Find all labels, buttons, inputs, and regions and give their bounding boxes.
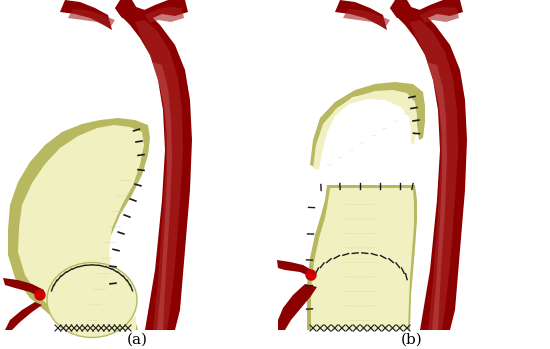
Polygon shape (68, 9, 115, 28)
Polygon shape (420, 7, 459, 23)
Polygon shape (3, 278, 44, 298)
Polygon shape (313, 90, 417, 170)
Polygon shape (115, 0, 138, 18)
Polygon shape (410, 20, 458, 330)
Polygon shape (145, 7, 184, 23)
Polygon shape (335, 0, 387, 30)
Ellipse shape (47, 262, 137, 337)
Polygon shape (307, 185, 417, 330)
Polygon shape (50, 160, 132, 330)
Polygon shape (390, 0, 413, 18)
Polygon shape (140, 0, 188, 20)
Polygon shape (343, 9, 390, 28)
Polygon shape (152, 62, 172, 330)
Polygon shape (5, 302, 42, 330)
Polygon shape (390, 5, 467, 330)
Text: (a): (a) (126, 333, 147, 347)
Polygon shape (277, 260, 315, 278)
Polygon shape (311, 188, 414, 330)
Polygon shape (60, 0, 112, 30)
Polygon shape (415, 0, 463, 20)
Polygon shape (115, 5, 192, 330)
Polygon shape (18, 125, 144, 330)
Polygon shape (278, 284, 317, 330)
Polygon shape (427, 62, 447, 330)
Polygon shape (135, 20, 183, 330)
Circle shape (306, 270, 316, 280)
Circle shape (35, 290, 45, 300)
Polygon shape (8, 118, 150, 330)
Text: (b): (b) (401, 333, 423, 347)
Polygon shape (310, 82, 425, 168)
